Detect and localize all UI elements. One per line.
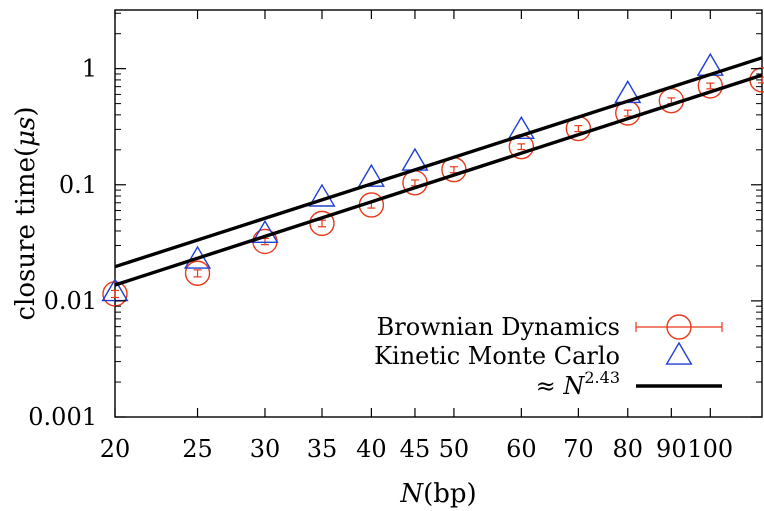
fit-line-2 bbox=[114, 73, 763, 287]
x-tick-label: 60 bbox=[506, 435, 537, 463]
y-tick-label: 1 bbox=[82, 55, 97, 83]
x-axis-label: N(bp) bbox=[399, 479, 476, 509]
legend-label-brownian-dynamics: Brownian Dynamics bbox=[377, 313, 620, 341]
x-tick-label: 45 bbox=[400, 435, 431, 463]
x-tick-label: 25 bbox=[182, 435, 213, 463]
y-tick-label: 0.1 bbox=[59, 171, 97, 199]
x-tick-label: 80 bbox=[612, 435, 643, 463]
y-axis-label-text: closure time( bbox=[11, 147, 41, 321]
legend-circle-marker bbox=[666, 314, 692, 340]
legend-label-kinetic-monte-carlo: Kinetic Monte Carlo bbox=[374, 342, 620, 370]
legend-triangle-marker bbox=[665, 341, 693, 365]
axis-labels: N(bp) closure time(μs) bbox=[11, 106, 477, 509]
kinetic-monte-carlo-point bbox=[357, 163, 385, 187]
axes: 20 25 30 35 40 45 50 60 70 80 90 100 0.001 0.01 0.1 1 bbox=[28, 10, 762, 463]
x-tick-label: 35 bbox=[307, 435, 338, 463]
y-axis-label-close: ) bbox=[11, 106, 41, 116]
legend-approx-sign: ≈ bbox=[536, 372, 564, 400]
x-axis-label-unit: (bp) bbox=[423, 479, 477, 509]
x-tick-label: 30 bbox=[250, 435, 281, 463]
legend-exponent: 2.43 bbox=[584, 368, 620, 387]
plot-frame bbox=[114, 9, 763, 418]
legend-label-power-law: ≈ N2.43 bbox=[536, 368, 620, 400]
legend-n-symbol: N bbox=[562, 372, 585, 400]
y-tick-label: 0.001 bbox=[28, 403, 97, 431]
kinetic-monte-carlo-point bbox=[251, 219, 279, 243]
x-tick-label: 20 bbox=[100, 435, 131, 463]
kinetic-monte-carlo-point bbox=[507, 115, 535, 139]
x-tick-label: 40 bbox=[356, 435, 387, 463]
y-axis-label-unit: μs bbox=[11, 117, 41, 147]
y-tick-label: 0.01 bbox=[44, 287, 97, 315]
x-tick-label: 70 bbox=[563, 435, 594, 463]
brownian-dynamics-point bbox=[184, 260, 211, 286]
plot-area bbox=[114, 9, 763, 418]
y-axis-label: closure time(μs) bbox=[11, 106, 41, 320]
fit-line-1 bbox=[114, 56, 763, 269]
x-axis-label-symbol: N bbox=[399, 479, 424, 509]
x-tick-label: 100 bbox=[687, 435, 733, 463]
x-tick-label: 90 bbox=[656, 435, 687, 463]
power-law-fit-lines bbox=[114, 56, 763, 287]
kinetic-monte-carlo-point bbox=[308, 183, 336, 207]
x-tick-label: 50 bbox=[439, 435, 470, 463]
